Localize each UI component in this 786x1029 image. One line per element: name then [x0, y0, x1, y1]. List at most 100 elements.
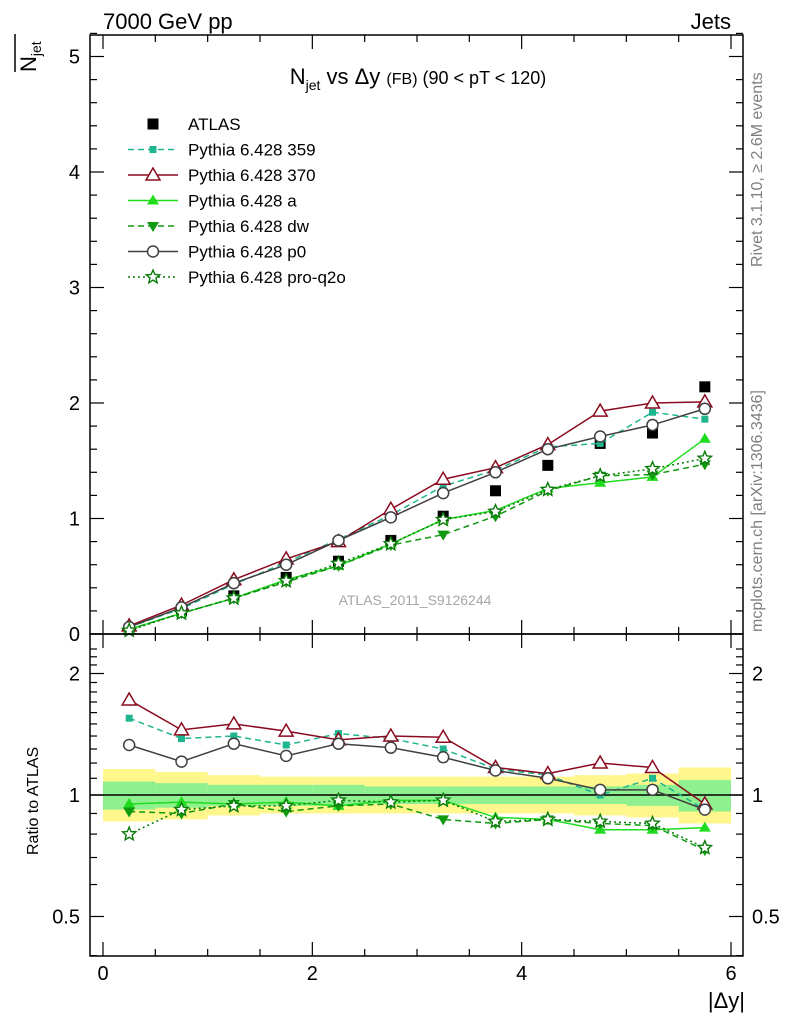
ratio-point-pp0 — [122, 738, 136, 752]
legend-marker-p370 — [144, 166, 162, 181]
data-point-atlas — [699, 381, 711, 393]
y-tick-label-main: 3 — [69, 278, 80, 300]
main-ticks: 0 1 2 3 4 5 — [69, 32, 743, 646]
ratio-point-pp0 — [227, 737, 241, 750]
x-ticks: 0 2 4 6 — [97, 35, 737, 985]
ratio-line-pdw — [129, 803, 706, 851]
data-point-pp0 — [279, 558, 293, 571]
y-tick-label-ratio-right: 2 — [752, 664, 763, 686]
data-point-pp0 — [436, 486, 450, 500]
ratio-point-pq2o — [434, 791, 452, 808]
legend-label-pp0: Pythia 6.428 p0 — [188, 243, 306, 262]
data-point-pp0 — [227, 576, 241, 590]
y-axis-label-ratio: Ratio to ATLAS — [25, 747, 42, 855]
ratio-point-pp0 — [332, 737, 345, 750]
legend-label-p359: Pythia 6.428 359 — [188, 141, 316, 160]
ratio-point-pp0 — [279, 749, 293, 763]
series-line-p370 — [128, 401, 705, 627]
y-tick-label-main: 4 — [69, 162, 80, 184]
ratio-point-pp0 — [541, 772, 555, 785]
data-point-pq2o — [644, 460, 661, 476]
ratio-point-pdw — [123, 807, 136, 818]
ratio-line-pp0 — [128, 742, 706, 811]
rivet-side-label: Rivet 3.1.10, ≥ 2.6M events — [749, 72, 766, 267]
ratio-point-pp0 — [593, 783, 607, 797]
data-point-atlas — [542, 459, 554, 471]
mcplots-side-label: mcplots.cern.ch [arXiv:1306.3436] — [749, 390, 766, 632]
x-tick-label: 2 — [307, 963, 318, 985]
ratio-point-pa — [123, 797, 136, 808]
legend: ATLAS Pythia 6.428 359 Pythia 6.428 370 Pyt… — [128, 115, 346, 287]
ratio-point-pq2o — [277, 796, 295, 813]
data-point-p370 — [434, 470, 452, 485]
data-point-pq2o — [277, 572, 295, 588]
main-title-sub: jet — [305, 77, 321, 93]
main-series — [120, 381, 714, 638]
ratio-line-pq2o — [128, 799, 706, 849]
ratio-point-p370 — [173, 721, 190, 736]
x-tick-label: 6 — [725, 963, 736, 985]
y-tick-label-main: 2 — [69, 393, 80, 415]
legend-label-pdw: Pythia 6.428 dw — [188, 217, 310, 236]
series-line-pq2o — [128, 457, 705, 632]
data-point-pdw — [437, 530, 450, 541]
legend-marker-pq2o — [144, 268, 162, 285]
header-left-text: 7000 GeV pp — [103, 9, 233, 34]
ratio-point-pq2o — [120, 825, 138, 842]
ratio-panel: 0.5 0.5 1 1 2 2 — [52, 633, 780, 957]
ratio-point-pp0 — [698, 803, 712, 816]
data-point-p370 — [644, 394, 661, 409]
legend-label-p370: Pythia 6.428 370 — [188, 166, 316, 185]
data-point-pq2o — [434, 510, 452, 527]
ratio-point-pq2o — [487, 812, 504, 829]
ratio-point-pa — [698, 821, 711, 832]
ratio-line-p370 — [128, 699, 706, 805]
ratio-line-pa — [129, 799, 705, 831]
x-tick-label: 4 — [516, 963, 527, 985]
legend-label-pa: Pythia 6.428 a — [188, 192, 297, 211]
header-right-text: Jets — [691, 9, 731, 34]
legend-marker-pa — [147, 194, 159, 205]
data-point-pp0 — [698, 402, 712, 416]
data-point-pq2o — [225, 589, 243, 606]
main-panel: ATLAS_2011_S9126244 Njet vs Δy (FB) (90 … — [69, 32, 744, 646]
ratio-point-p359 — [649, 774, 656, 782]
legend-marker-p359 — [149, 146, 157, 153]
main-title: Njet vs Δy (FB) (90 < pT < 120) — [290, 64, 547, 93]
y-label-main-sub: jet — [28, 41, 44, 57]
ratio-point-pq2o — [591, 812, 609, 829]
ratio-point-p370 — [382, 727, 400, 742]
y-tick-label-ratio-left: 2 — [69, 664, 80, 686]
data-point-atlas — [647, 427, 658, 439]
y-tick-label-main: 1 — [69, 509, 80, 531]
y-tick-label-main: 5 — [69, 47, 80, 69]
ratio-point-p359 — [125, 714, 133, 722]
x-axis-label: |Δy| — [708, 988, 745, 1013]
data-point-p359 — [649, 408, 656, 416]
data-point-pa — [698, 432, 711, 443]
data-point-pp0 — [332, 534, 345, 547]
ratio-point-pp0 — [175, 755, 188, 768]
legend-marker-pp0 — [146, 245, 160, 258]
legend-marker-pdw — [147, 222, 159, 232]
svg-text:Njet: Njet — [16, 41, 44, 72]
ratio-point-p359 — [439, 745, 447, 753]
data-point-p359 — [596, 439, 604, 447]
data-point-pp0 — [646, 418, 659, 432]
y-tick-label-ratio-left: 1 — [69, 785, 80, 807]
main-title-suffix: (90 < pT < 120) — [418, 68, 547, 88]
ratio-point-p370 — [591, 754, 609, 769]
ratio-point-pp0 — [436, 751, 450, 764]
ratio-point-p370 — [277, 722, 295, 737]
data-point-pq2o — [539, 480, 557, 497]
legend-marker-atlas — [147, 118, 159, 130]
main-title-prefix: N — [290, 64, 306, 89]
ratio-series — [120, 691, 714, 857]
data-point-pq2o — [382, 535, 400, 552]
data-point-pq2o — [173, 604, 190, 621]
ratio-point-p370 — [225, 715, 243, 730]
ratio-point-p370 — [644, 758, 661, 774]
ratio-point-p370 — [120, 691, 138, 706]
